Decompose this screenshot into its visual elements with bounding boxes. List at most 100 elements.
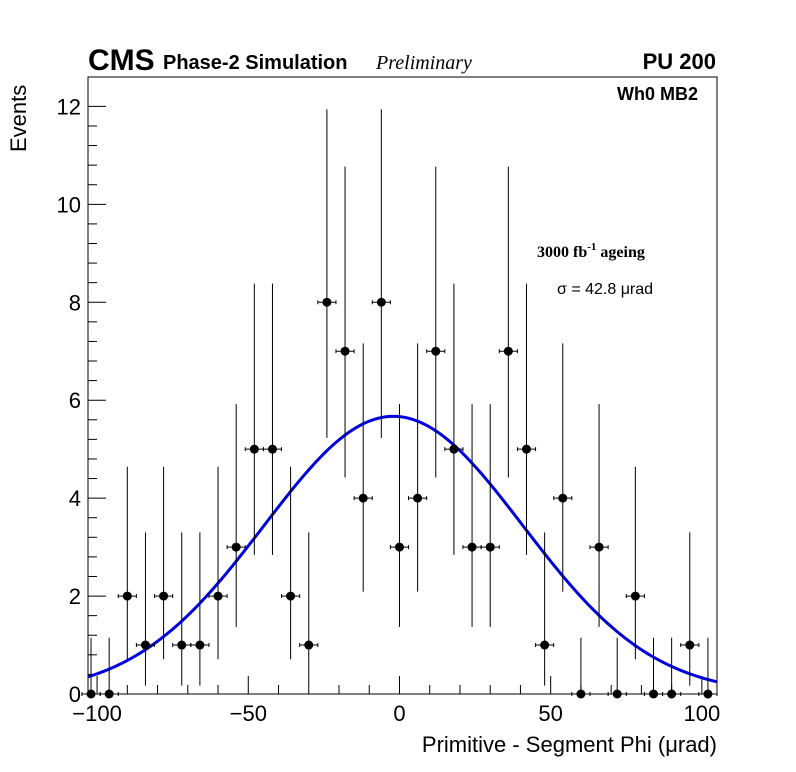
data-point [553,343,573,592]
data-marker [685,640,695,650]
data-point [99,637,119,699]
data-marker [177,640,187,650]
data-point [444,283,464,555]
data-marker [231,542,241,552]
preliminary-label: Preliminary [375,52,472,74]
data-marker [376,297,386,307]
data-point [135,532,156,686]
y-tick-label: 10 [57,192,81,217]
data-marker [630,591,640,601]
data-point [408,343,428,592]
data-marker [413,493,423,503]
data-point [680,532,700,686]
data-point [389,404,410,627]
y-axis-ticks: 0 2 4 6 8 10 12 [57,94,106,707]
data-marker [322,297,332,307]
x-tick-label: 50 [538,701,562,726]
data-marker [667,689,677,699]
data-marker [503,346,513,356]
data-marker [558,493,568,503]
data-point [662,637,682,699]
y-tick-label: 12 [57,94,81,119]
data-point [117,466,137,660]
data-marker [159,591,169,601]
data-point [643,637,664,699]
data-marker [521,444,531,454]
data-point [335,166,355,478]
data-point [281,466,301,660]
simulation-label: Phase-2 Simulation [163,52,348,74]
data-marker [576,689,586,699]
data-marker [304,640,314,650]
data-point [426,166,446,478]
data-point [81,637,101,699]
y-tick-label: 6 [69,388,81,413]
data-points-layer [81,109,718,699]
data-point [516,283,537,555]
data-point [317,109,337,438]
y-axis-label: Events [6,85,31,152]
ageing-exponent: -1 [587,241,596,253]
data-point [480,404,500,627]
data-marker [249,444,259,454]
data-marker [612,689,622,699]
data-point [589,404,609,627]
data-point [535,532,555,686]
ageing-prefix: 3000 fb [537,244,587,261]
y-tick-label: 8 [69,290,81,315]
data-point [462,404,482,627]
ageing-label: 3000 fb-1 ageing [537,241,645,261]
data-marker [449,444,459,454]
data-marker [540,640,550,650]
data-marker [213,591,223,601]
data-marker [140,640,150,650]
data-point [226,404,246,627]
data-marker [86,689,96,699]
y-tick-label: 4 [69,486,81,511]
data-marker [431,346,441,356]
x-axis-label: Primitive - Segment Phi (μrad) [422,732,717,757]
data-marker [485,542,495,552]
data-point [371,109,391,438]
data-point [172,532,192,686]
data-marker [286,591,296,601]
data-marker [195,640,205,650]
data-point [299,532,319,686]
x-tick-label: −50 [230,701,267,726]
data-marker [358,493,368,503]
sigma-label: σ = 42.8 μrad [557,281,653,298]
x-axis-ticks: −100 −50 0 50 100 [72,676,720,726]
cms-label: CMS [88,44,155,77]
data-point [625,466,645,660]
y-tick-label: 0 [69,682,81,707]
data-marker [467,542,477,552]
x-tick-label: 100 [684,701,721,726]
data-point [353,343,373,592]
data-point [190,532,210,686]
data-marker [703,689,713,699]
data-marker [104,689,114,699]
data-marker [648,689,658,699]
data-marker [122,591,132,601]
plot-frame [87,76,718,695]
pileup-label: PU 200 [643,49,716,74]
data-point [607,637,627,699]
x-tick-label: −100 [72,701,122,726]
data-point [154,466,174,660]
region-label: Wh0 MB2 [617,84,698,104]
fit-curve-layer [87,414,718,684]
data-point [571,637,591,699]
data-marker [340,346,350,356]
data-point [698,637,718,699]
data-point [498,166,518,478]
gaussian-fit-curve [87,414,718,684]
data-marker [267,444,277,454]
data-point [208,466,228,660]
data-marker [394,542,404,552]
y-tick-label: 2 [69,584,81,609]
data-point [244,283,264,555]
data-marker [594,542,604,552]
ageing-suffix: ageing [596,244,644,261]
data-point [262,283,283,555]
